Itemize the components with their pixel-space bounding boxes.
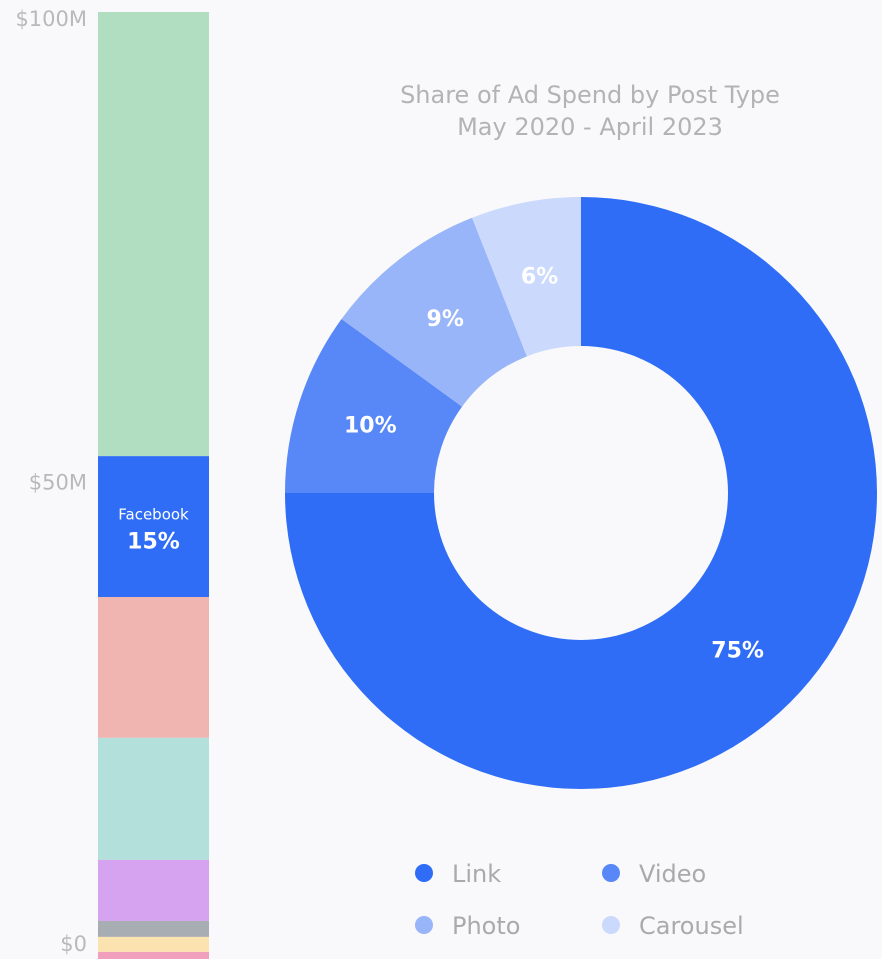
legend-label-video: Video [639, 860, 706, 888]
bar-segment-s5 [98, 936, 209, 952]
chart-subtitle: May 2020 - April 2023 [457, 113, 723, 141]
stacked-bar: Facebook 15% [98, 12, 209, 959]
bar-segment-share: 15% [127, 530, 180, 555]
legend-marker-video [602, 864, 620, 882]
donut-slice-label: 10% [344, 414, 397, 439]
bar-tick-label: $100M [15, 7, 87, 31]
legend-label-link: Link [452, 860, 501, 888]
bar-segment-label: Facebook [118, 506, 189, 524]
bar-segment-s2 [98, 737, 209, 860]
bar-tick-label: $50M [29, 471, 87, 495]
bar-segment-s3 [98, 859, 209, 921]
donut-slice-carousel [472, 197, 581, 357]
donut-slice-label: 9% [427, 307, 464, 332]
donut-chart: 75% 10% 9% 6% [285, 197, 877, 789]
donut-slice-photo [341, 217, 527, 407]
legend-label-photo: Photo [452, 912, 520, 940]
legend: Link Video Photo Carousel [415, 860, 744, 940]
donut-slice-video [285, 319, 463, 493]
bar-segment-s1 [98, 596, 209, 738]
donut-slice-label: 75% [711, 639, 764, 664]
legend-marker-link [415, 864, 433, 882]
chart-title: Share of Ad Spend by Post Type [400, 81, 780, 109]
legend-marker-photo [415, 916, 433, 934]
bar-segment-facebook [98, 456, 209, 597]
bar-segment-s4 [98, 920, 209, 937]
legend-label-carousel: Carousel [639, 912, 744, 940]
bar-segment-s7 [98, 12, 209, 457]
bar-tick-label: $0 [60, 932, 87, 956]
bar-y-axis: $0 $50M $100M [15, 7, 87, 956]
donut-slice-link [285, 197, 877, 789]
donut-slice-label: 6% [521, 264, 558, 289]
bar-segment-s6 [98, 951, 209, 959]
legend-marker-carousel [602, 916, 620, 934]
